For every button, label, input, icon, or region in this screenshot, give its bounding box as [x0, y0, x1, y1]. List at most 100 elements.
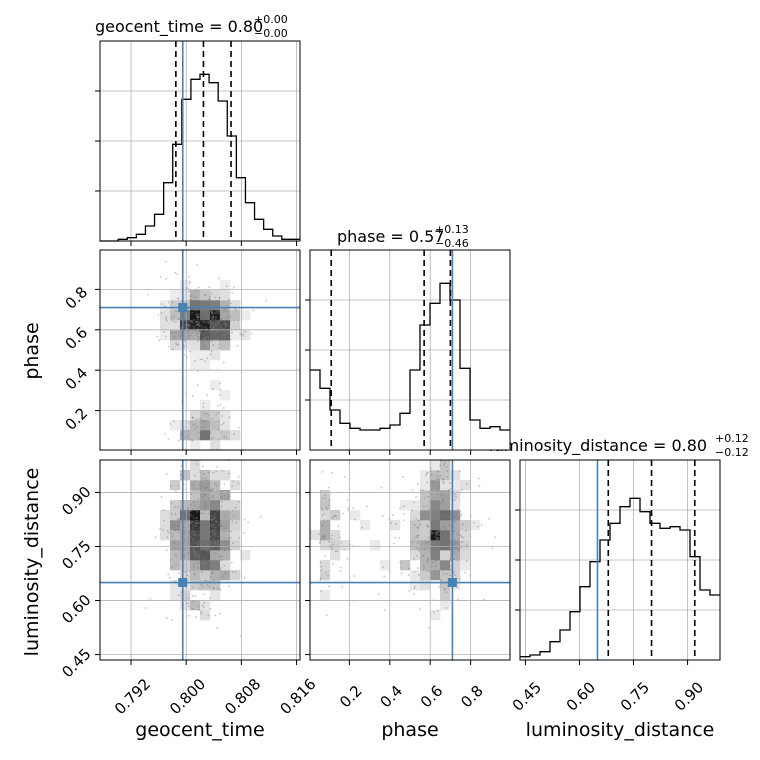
sample-point [434, 558, 437, 561]
sample-point [228, 326, 231, 329]
sample-point [205, 541, 208, 544]
density-cell [330, 540, 341, 551]
density-cell [450, 540, 461, 551]
sample-point [224, 308, 227, 311]
sample-point [191, 394, 194, 397]
sample-point [201, 495, 204, 498]
title-phase-plus: +0.13 [435, 223, 469, 236]
sample-point [218, 319, 221, 322]
sample-point [191, 548, 194, 551]
sample-point [220, 524, 223, 527]
sample-point [202, 465, 204, 468]
density-cell [190, 290, 201, 301]
sample-point [221, 415, 223, 418]
sample-point [198, 418, 201, 420]
density-cell [180, 550, 191, 561]
sample-point [195, 418, 198, 421]
sample-point [200, 612, 202, 615]
density-cell [190, 520, 201, 531]
density-cell [320, 530, 331, 541]
sample-point [425, 512, 427, 515]
sample-point [328, 504, 331, 507]
sample-point [457, 533, 460, 536]
sample-point [233, 319, 236, 322]
sample-point [192, 318, 195, 321]
sample-point [193, 569, 196, 572]
sample-point [477, 525, 480, 528]
sample-point [202, 562, 205, 565]
sample-point [444, 539, 447, 542]
sample-point [166, 616, 168, 619]
sample-point [175, 343, 178, 346]
sample-point [219, 555, 221, 558]
sample-point [428, 507, 430, 510]
sample-point [160, 303, 163, 306]
sample-point [259, 515, 262, 518]
sample-point [195, 553, 197, 556]
sample-point [204, 336, 207, 339]
sample-point [200, 512, 202, 515]
sample-point [187, 324, 190, 326]
sample-point [202, 340, 205, 343]
sample-point [439, 513, 442, 516]
density-cell [430, 480, 441, 491]
sample-point [446, 470, 449, 472]
sample-point [220, 525, 223, 528]
density-cell [350, 510, 361, 521]
density-cell [210, 440, 221, 451]
sample-point [186, 435, 189, 438]
sample-point [210, 504, 212, 507]
sample-point [204, 326, 207, 329]
sample-point [194, 615, 197, 618]
sample-point [205, 543, 208, 546]
density-cell [220, 550, 231, 561]
sample-point [343, 475, 346, 478]
density-cell [230, 500, 241, 511]
sample-point [346, 498, 349, 501]
panel-2d-phase-luminosity-distance: 0.2 0.4 0.6 0.8 [305, 459, 511, 712]
sample-point [232, 542, 234, 544]
sample-point [437, 571, 440, 574]
sample-point [200, 562, 203, 565]
sample-point [171, 331, 174, 334]
sample-point [437, 539, 440, 542]
sample-point [189, 521, 192, 524]
sample-point [243, 518, 246, 521]
sample-point [427, 495, 430, 498]
sample-point [443, 482, 446, 484]
sample-point [201, 310, 204, 313]
x-tick-label-phase: 0.6 [417, 682, 447, 712]
sample-point [189, 299, 191, 302]
sample-point [193, 548, 195, 551]
sample-point [205, 336, 208, 338]
sample-point [218, 322, 220, 324]
sample-point [418, 523, 421, 526]
sample-point [211, 518, 214, 521]
sample-point [426, 481, 428, 484]
sample-point [466, 483, 468, 485]
truth-marker [178, 578, 188, 588]
sample-point [223, 309, 226, 312]
density-cell [210, 470, 221, 481]
density-cell [200, 550, 211, 561]
sample-point [211, 301, 214, 304]
sample-point [198, 483, 201, 486]
sample-point [217, 428, 220, 431]
sample-point [319, 540, 322, 543]
sample-point [212, 529, 215, 532]
sample-point [219, 382, 221, 385]
density-cell [230, 300, 241, 311]
sample-point [195, 320, 198, 323]
sample-point [436, 516, 439, 519]
sample-point [203, 493, 206, 496]
density-cell [190, 600, 201, 611]
sample-point [193, 534, 196, 537]
density-cell [220, 330, 231, 341]
sample-point [190, 298, 192, 301]
sample-point [418, 574, 420, 576]
sample-point [347, 507, 350, 509]
density-cell [180, 330, 191, 341]
sample-point [207, 526, 209, 529]
sample-point [234, 571, 237, 574]
sample-point [437, 470, 439, 473]
